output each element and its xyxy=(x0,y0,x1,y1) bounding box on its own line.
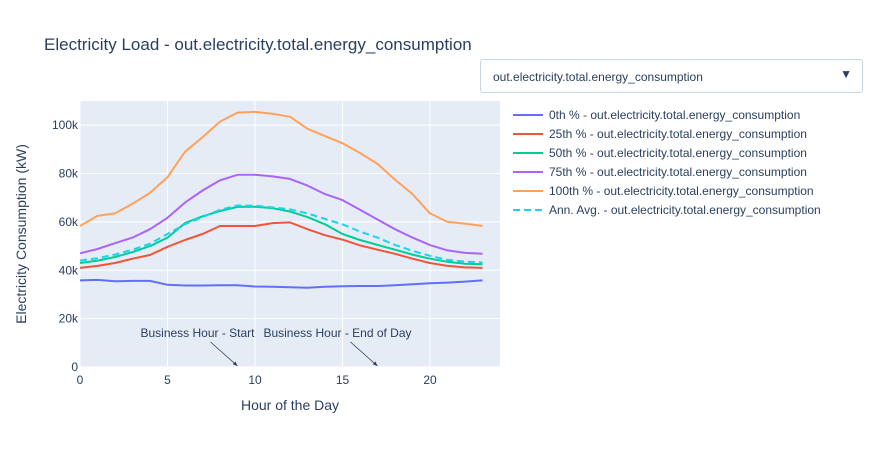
x-tick-label: 0 xyxy=(77,373,84,387)
y-tick-label: 0 xyxy=(71,360,78,374)
x-tick-label: 10 xyxy=(248,373,262,387)
legend-label: Ann. Avg. - out.electricity.total.energy… xyxy=(549,203,821,217)
x-tick-label: 5 xyxy=(164,373,171,387)
grid xyxy=(79,101,500,368)
legend-label: 25th % - out.electricity.total.energy_co… xyxy=(549,127,807,141)
y-tick-label: 60k xyxy=(59,215,79,229)
annotation-arrowhead xyxy=(232,361,238,366)
series-line xyxy=(79,278,483,289)
annotation-arrow xyxy=(350,341,378,367)
axes: 0 5 10 15 20 0 20k 40k 60k 80k 100k xyxy=(52,118,437,387)
x-axis-title: Hour of the Day xyxy=(241,397,339,413)
annotations: Business Hour - Start Business Hour - End… xyxy=(140,326,412,367)
legend-label: 0th % - out.electricity.total.energy_con… xyxy=(549,108,800,122)
y-tick-label: 100k xyxy=(52,118,79,132)
legend: 0th % - out.electricity.total.energy_con… xyxy=(513,108,821,217)
annotation-label: Business Hour - End of Day xyxy=(263,326,411,340)
chart-title: Electricity Load - out.electricity.total… xyxy=(44,35,472,54)
annotation-label: Business Hour - Start xyxy=(140,326,255,340)
annotation-arrow xyxy=(210,341,238,367)
series-line xyxy=(79,204,483,264)
series-line xyxy=(79,110,483,227)
annotation-arrowhead xyxy=(372,361,378,366)
y-tick-label: 80k xyxy=(59,167,79,181)
x-tick-label: 20 xyxy=(423,373,437,387)
x-tick-label: 15 xyxy=(336,373,350,387)
y-tick-label: 20k xyxy=(59,312,79,326)
y-axis-title: Electricity Consumption (kW) xyxy=(13,144,29,324)
legend-label: 100th % - out.electricity.total.energy_c… xyxy=(549,184,814,198)
dropdown-arrow-icon: ▼ xyxy=(840,67,852,81)
series-dropdown[interactable]: out.electricity.total.energy_consumption… xyxy=(480,59,863,93)
y-tick-label: 40k xyxy=(59,263,79,277)
series-line xyxy=(79,173,483,255)
series-line xyxy=(79,221,483,269)
legend-label: 75th % - out.electricity.total.energy_co… xyxy=(549,165,807,179)
dropdown-selected-value: out.electricity.total.energy_consumption xyxy=(493,70,703,84)
legend-label: 50th % - out.electricity.total.energy_co… xyxy=(549,146,807,160)
series-group xyxy=(79,110,483,289)
series-line xyxy=(79,205,483,266)
